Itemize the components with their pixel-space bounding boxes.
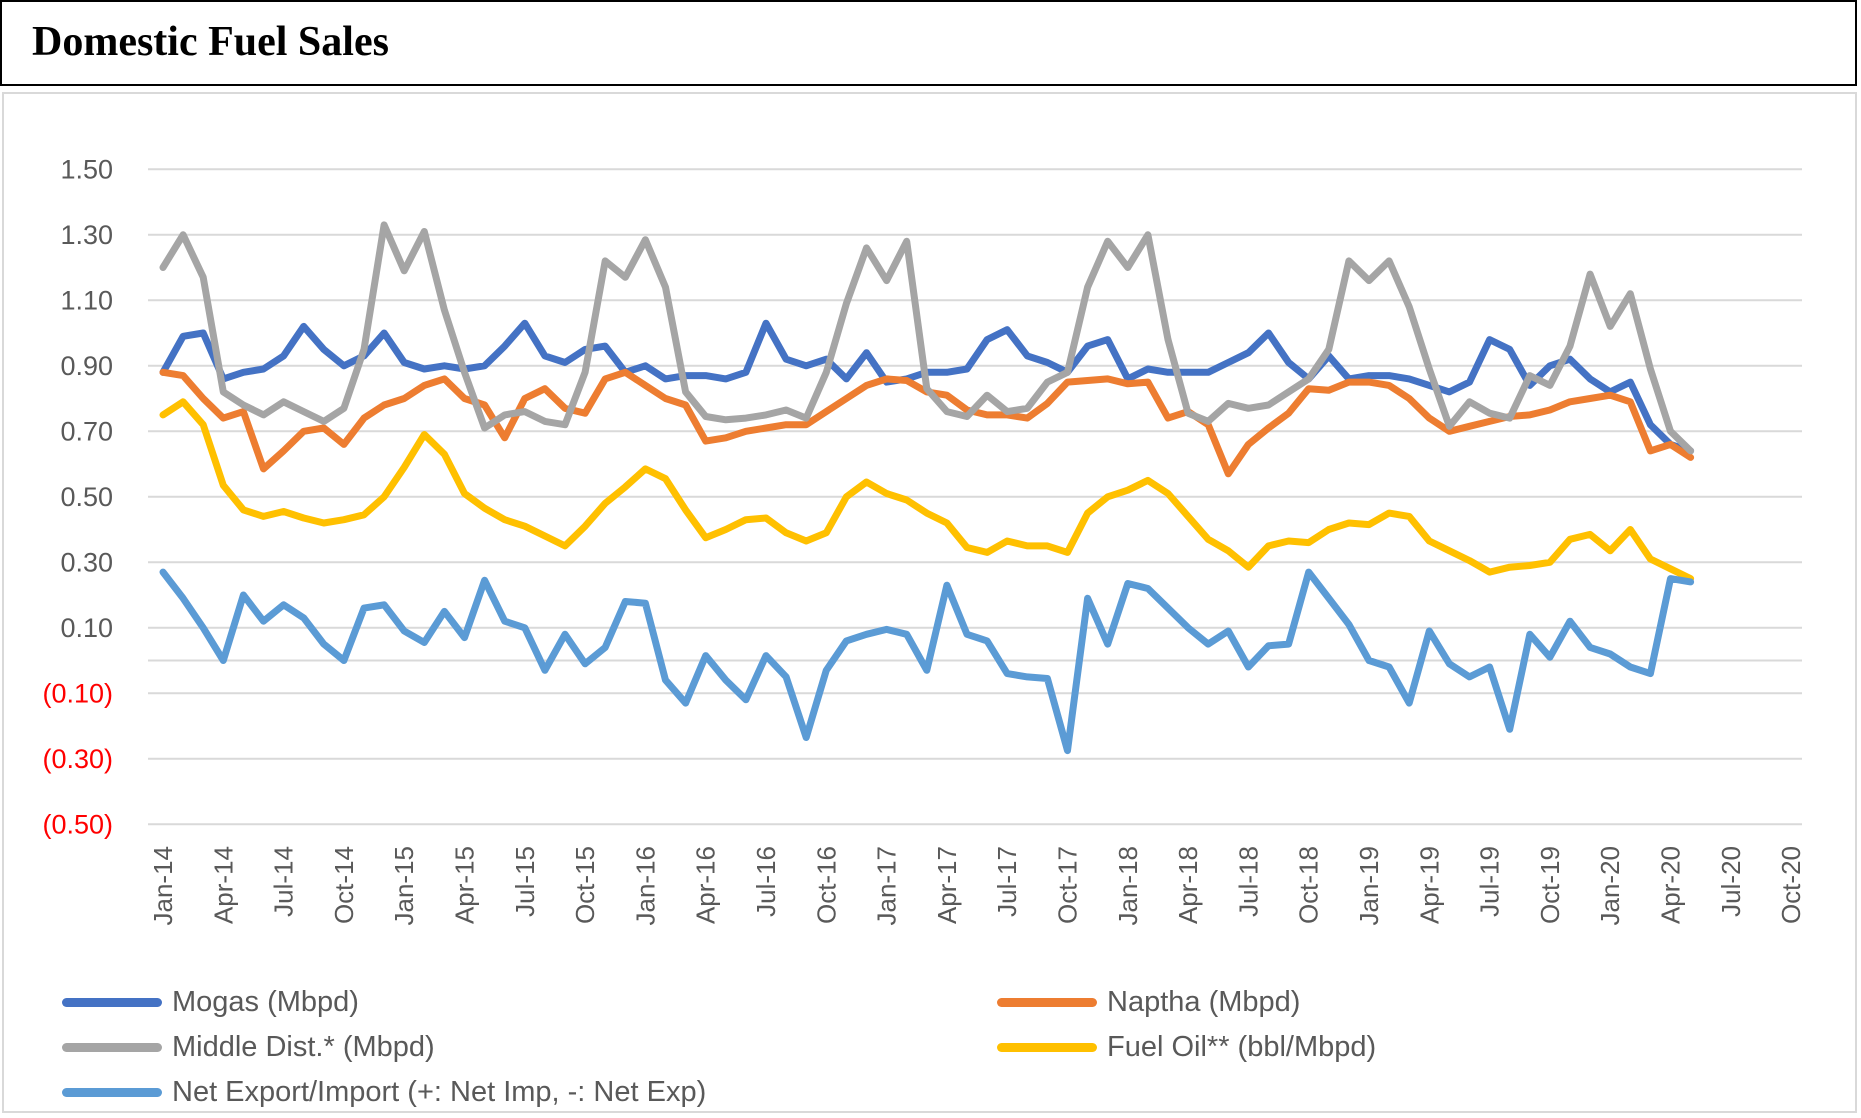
x-tick-label: Oct-19 — [1535, 846, 1565, 924]
y-tick-label: 0.70 — [60, 416, 113, 446]
x-tick-label: Jul-15 — [510, 846, 540, 917]
x-tick-label: Apr-16 — [691, 846, 721, 924]
x-tick-label: Jul-18 — [1233, 846, 1263, 917]
x-tick-label: Jul-20 — [1716, 846, 1746, 917]
x-tick-label: Oct-16 — [811, 846, 841, 924]
x-tick-label: Oct-17 — [1053, 846, 1083, 924]
y-tick-label: 0.90 — [60, 351, 113, 381]
x-tick-label: Jan-17 — [872, 846, 902, 926]
x-tick-label: Apr-15 — [450, 846, 480, 924]
x-tick-label: Jan-16 — [630, 846, 660, 926]
y-tick-label: 1.30 — [60, 220, 113, 250]
x-tick-label: Oct-15 — [570, 846, 600, 924]
x-tick-label: Jul-14 — [269, 846, 299, 917]
x-tick-label: Apr-19 — [1414, 846, 1444, 924]
y-tick-label: 0.50 — [60, 482, 113, 512]
x-tick-label: Jan-15 — [389, 846, 419, 926]
y-tick-label: 1.10 — [60, 285, 113, 315]
series-line-net — [159, 568, 1695, 755]
x-tick-label: Jan-14 — [148, 846, 178, 926]
series-line-middle — [159, 221, 1695, 455]
x-tick-label: Oct-14 — [329, 846, 359, 924]
x-tick-label: Oct-20 — [1776, 846, 1806, 924]
x-tick-label: Apr-20 — [1656, 846, 1686, 924]
x-tick-label: Jul-17 — [992, 846, 1022, 917]
x-tick-label: Jan-18 — [1113, 846, 1143, 926]
series-line-fuel — [159, 398, 1695, 583]
chart-title: Domestic Fuel Sales — [32, 19, 389, 65]
x-tick-label: Apr-18 — [1173, 846, 1203, 924]
x-tick-label: Jan-19 — [1354, 846, 1384, 926]
y-tick-label: (0.30) — [42, 744, 113, 774]
x-tick-label: Jan-20 — [1595, 846, 1625, 926]
y-tick-label: 0.30 — [60, 547, 113, 577]
x-tick-label: Apr-14 — [208, 846, 238, 924]
chart-title-box: Domestic Fuel Sales — [0, 0, 1857, 86]
x-tick-label: Jul-16 — [751, 846, 781, 917]
y-tick-label: (0.50) — [42, 809, 113, 839]
x-tick-label: Jul-19 — [1475, 846, 1505, 917]
y-tick-label: (0.10) — [42, 678, 113, 708]
chart-frame — [2, 92, 1857, 1113]
y-tick-label: 0.10 — [60, 613, 113, 643]
x-tick-label: Apr-17 — [932, 846, 962, 924]
x-tick-label: Oct-18 — [1294, 846, 1324, 924]
y-tick-label: 1.50 — [60, 154, 113, 184]
